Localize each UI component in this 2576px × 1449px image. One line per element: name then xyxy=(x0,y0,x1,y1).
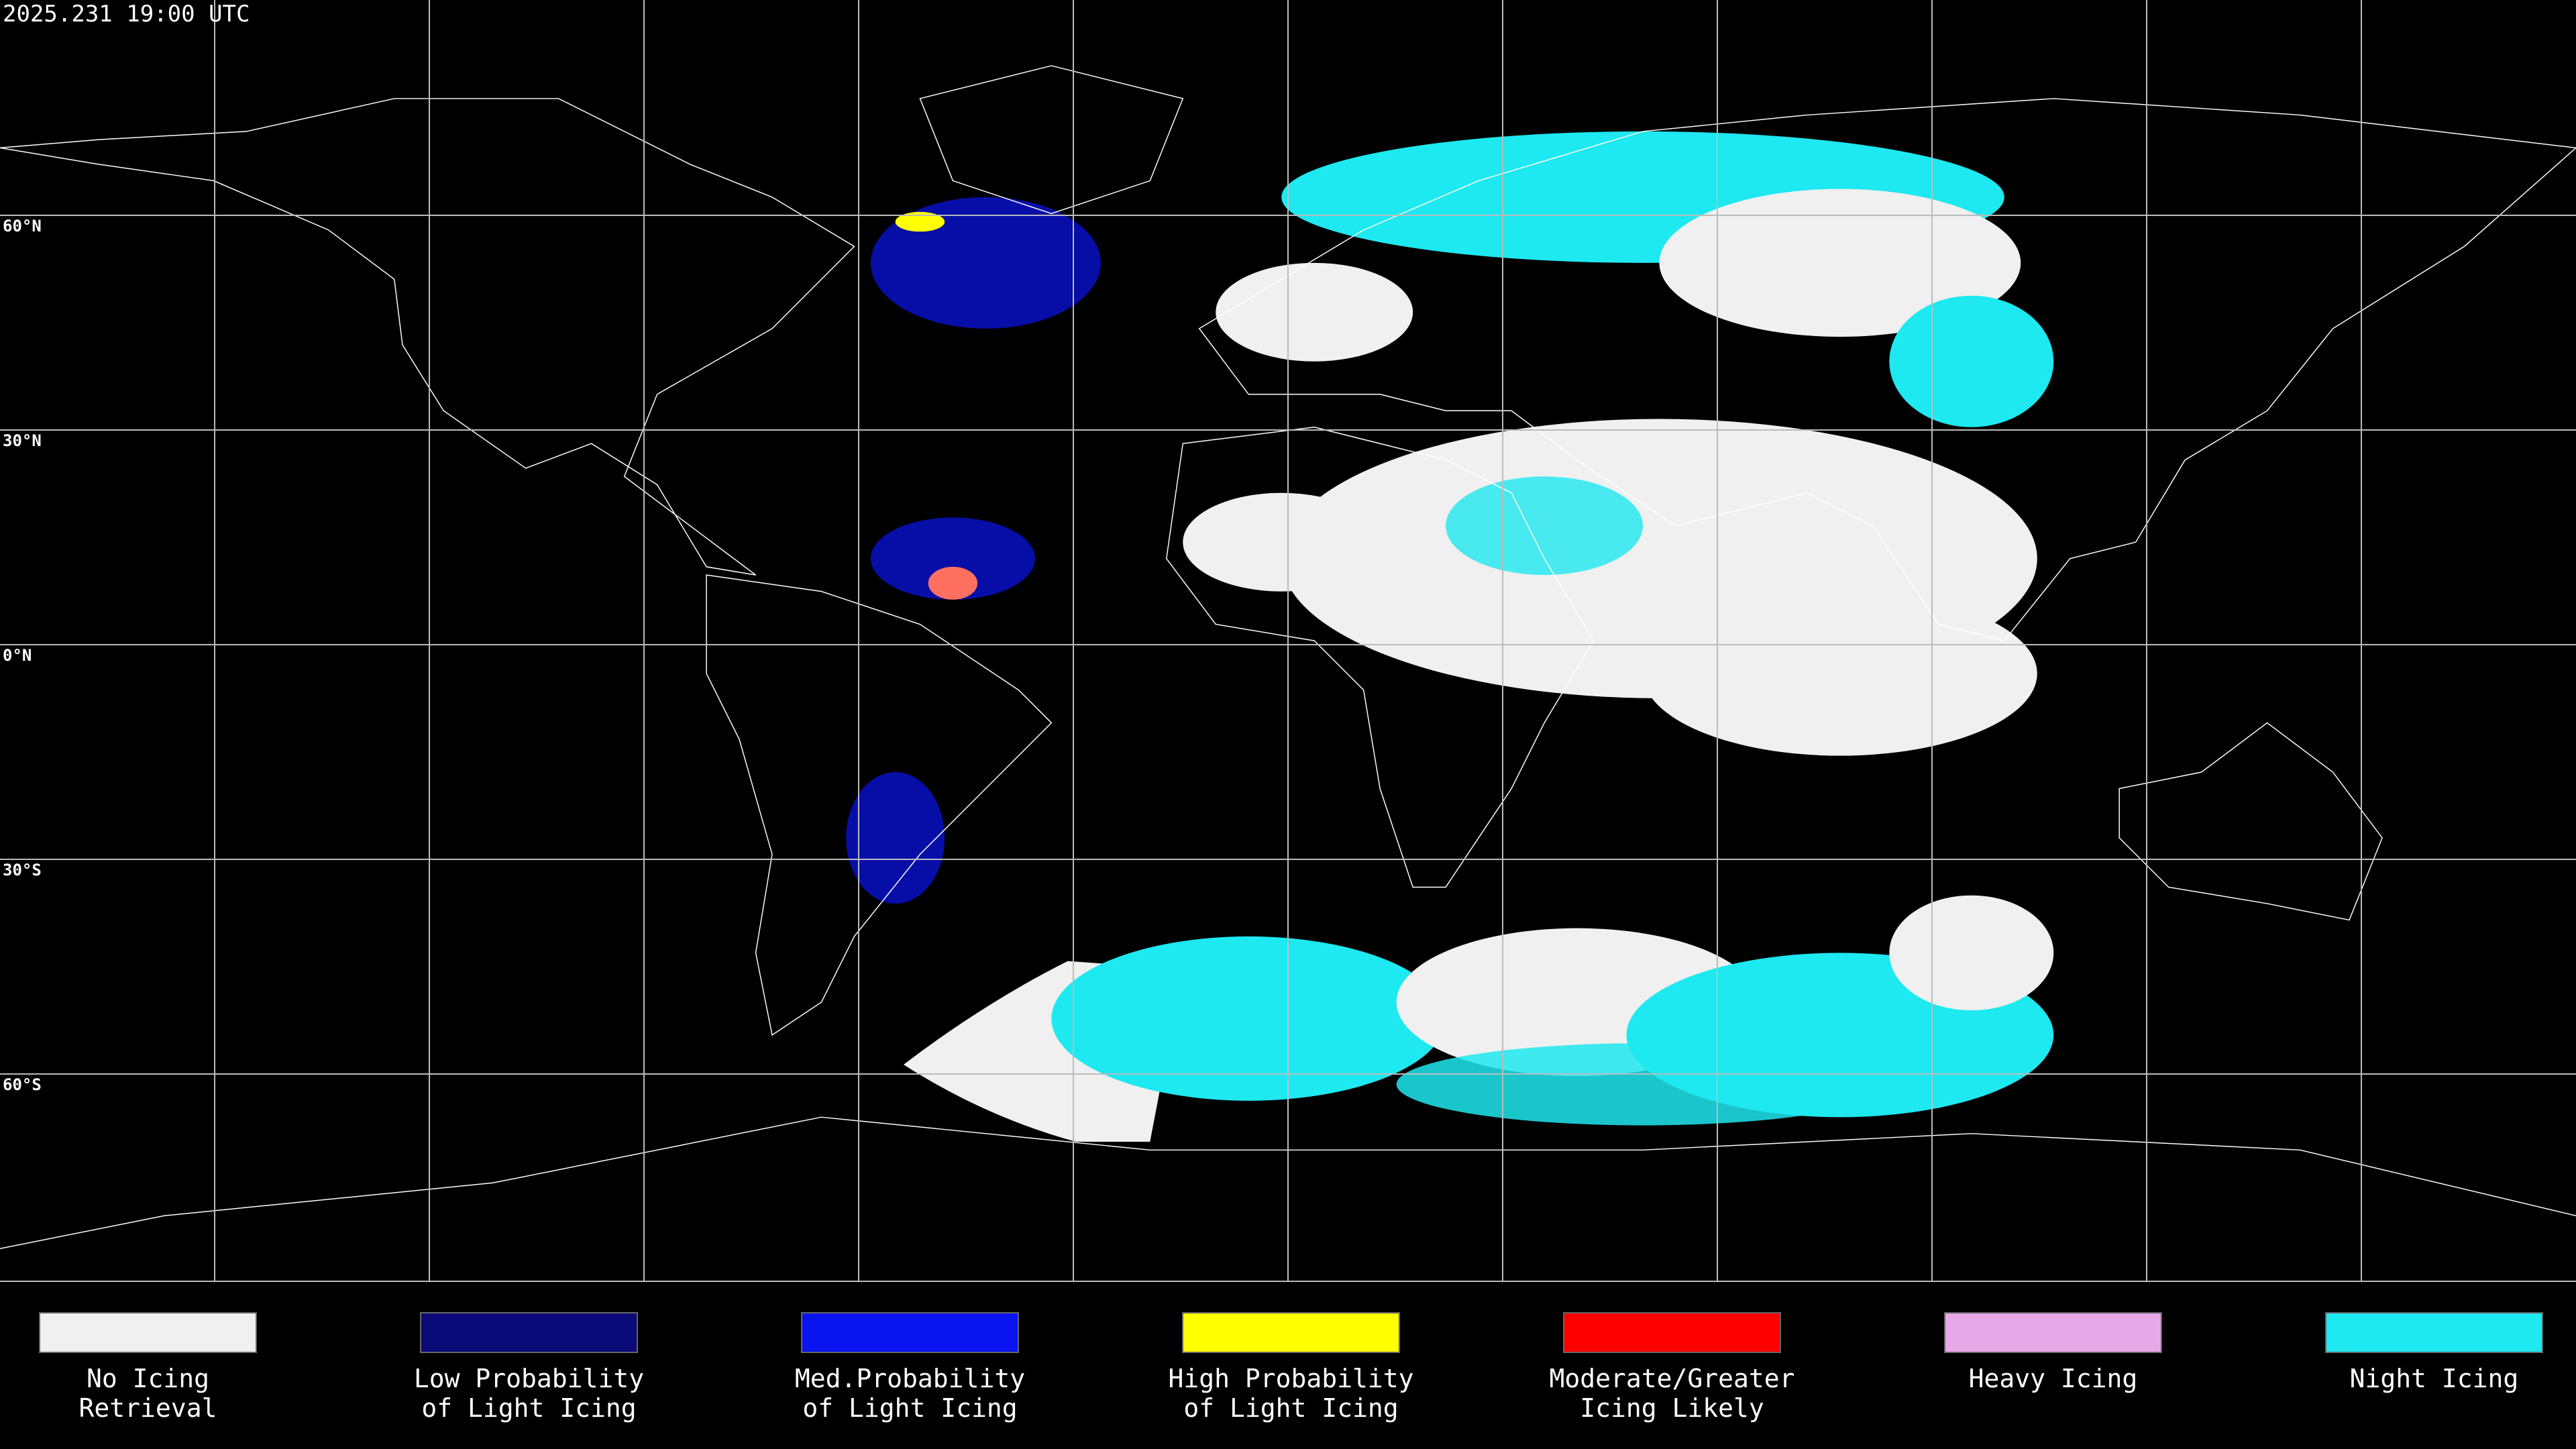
legend-swatch xyxy=(2325,1312,2543,1353)
antarctica xyxy=(0,1116,2576,1249)
cloud xyxy=(1216,262,1413,362)
legend-label: Low Probability xyxy=(414,1364,644,1393)
latitude-label: 0°N xyxy=(3,646,32,665)
greenland xyxy=(919,65,1184,215)
latitude-label: 60°S xyxy=(3,1075,42,1094)
icing xyxy=(846,772,945,904)
latitude-label: 60°N xyxy=(3,217,42,235)
latitude-label: 30°S xyxy=(3,861,42,879)
latitude-label: 30°N xyxy=(3,431,42,450)
legend-label: of Light Icing xyxy=(421,1393,636,1423)
legend-swatch xyxy=(420,1312,638,1353)
icing xyxy=(928,566,978,600)
night-icing xyxy=(1446,476,1643,576)
legend-label: Icing Likely xyxy=(1580,1393,1764,1423)
legend-swatch xyxy=(801,1312,1019,1353)
night-icing xyxy=(1051,936,1446,1101)
legend-swatch xyxy=(1944,1312,2162,1353)
legend-label: Heavy Icing xyxy=(1969,1364,2138,1393)
cloud xyxy=(1659,189,2021,337)
night-icing xyxy=(1396,1043,1890,1126)
legend-label: Night Icing xyxy=(2350,1364,2519,1393)
north-america xyxy=(0,98,855,576)
coastlines xyxy=(0,65,2576,1249)
africa xyxy=(1166,426,1595,888)
timestamp: 2025.231 19:00 UTC xyxy=(3,1,250,28)
legend-label: No Icing xyxy=(87,1364,209,1393)
icing xyxy=(895,211,945,232)
legend-label: Med.Probability xyxy=(795,1364,1025,1393)
icing xyxy=(870,517,1035,600)
legend-swatch xyxy=(1182,1312,1400,1353)
legend-label: of Light Icing xyxy=(1183,1393,1398,1423)
legend-label: High Probability xyxy=(1168,1364,1413,1393)
legend-label: Moderate/Greater xyxy=(1549,1364,1794,1393)
legend-swatch xyxy=(39,1312,257,1353)
legend-swatch xyxy=(1563,1312,1781,1353)
south-america xyxy=(706,574,1053,1036)
australia xyxy=(2118,722,2383,921)
cloud xyxy=(1889,895,2054,1011)
satellite-imagery xyxy=(846,131,2067,1142)
eurasia xyxy=(1198,98,2576,641)
legend-label: Retrieval xyxy=(79,1393,217,1423)
night-icing xyxy=(1889,295,2054,427)
legend-label: of Light Icing xyxy=(802,1393,1017,1423)
cloud xyxy=(1183,492,1381,592)
cloud xyxy=(1643,591,2037,756)
graticule xyxy=(0,0,2576,1282)
